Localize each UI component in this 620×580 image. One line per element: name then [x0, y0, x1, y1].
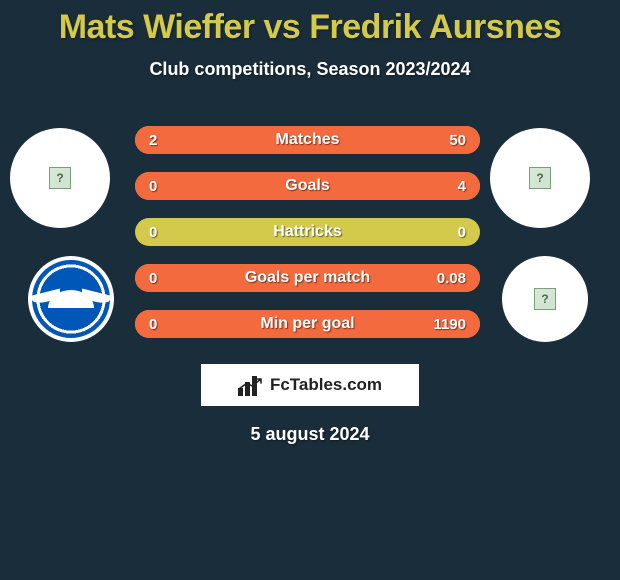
stat-label: Hattricks — [273, 223, 341, 241]
image-placeholder-icon — [534, 288, 556, 310]
stat-bar: 0 Goals per match 0.08 — [135, 264, 480, 292]
stat-right-value: 0 — [458, 224, 466, 241]
stat-left-value: 2 — [149, 132, 157, 149]
stat-left-value: 0 — [149, 224, 157, 241]
fctables-text: FcTables.com — [270, 375, 382, 395]
page-title: Mats Wieffer vs Fredrik Aursnes — [0, 0, 620, 47]
stat-left-value: 0 — [149, 178, 157, 195]
stat-bar: 0 Goals 4 — [135, 172, 480, 200]
stat-right-value: 4 — [458, 178, 466, 195]
stat-label: Matches — [275, 131, 339, 149]
stat-left-value: 0 — [149, 316, 157, 333]
stat-label: Min per goal — [260, 315, 354, 333]
stats-bars: 2 Matches 50 0 Goals 4 0 Hattricks 0 0 Goals per m… — [135, 126, 480, 338]
stat-bar: 0 Min per goal 1190 — [135, 310, 480, 338]
fctables-watermark: FcTables.com — [201, 364, 419, 406]
image-placeholder-icon — [49, 167, 71, 189]
stat-label: Goals per match — [245, 269, 370, 287]
club-left-badge — [28, 256, 114, 342]
stat-bar: 2 Matches 50 — [135, 126, 480, 154]
player-right-avatar — [490, 128, 590, 228]
fctables-logo-icon — [238, 374, 264, 396]
player-left-avatar — [10, 128, 110, 228]
subtitle: Club competitions, Season 2023/2024 — [0, 59, 620, 80]
stat-right-value: 50 — [449, 132, 466, 149]
image-placeholder-icon — [529, 167, 551, 189]
brighton-badge-icon — [32, 260, 110, 338]
stat-bar: 0 Hattricks 0 — [135, 218, 480, 246]
comparison-stage: 2 Matches 50 0 Goals 4 0 Hattricks 0 0 Goals per m… — [0, 108, 620, 348]
stat-left-value: 0 — [149, 270, 157, 287]
stat-right-value: 1190 — [433, 316, 466, 333]
stat-label: Goals — [285, 177, 329, 195]
date-text: 5 august 2024 — [0, 424, 620, 445]
stat-right-value: 0.08 — [437, 270, 466, 287]
club-right-badge — [502, 256, 588, 342]
